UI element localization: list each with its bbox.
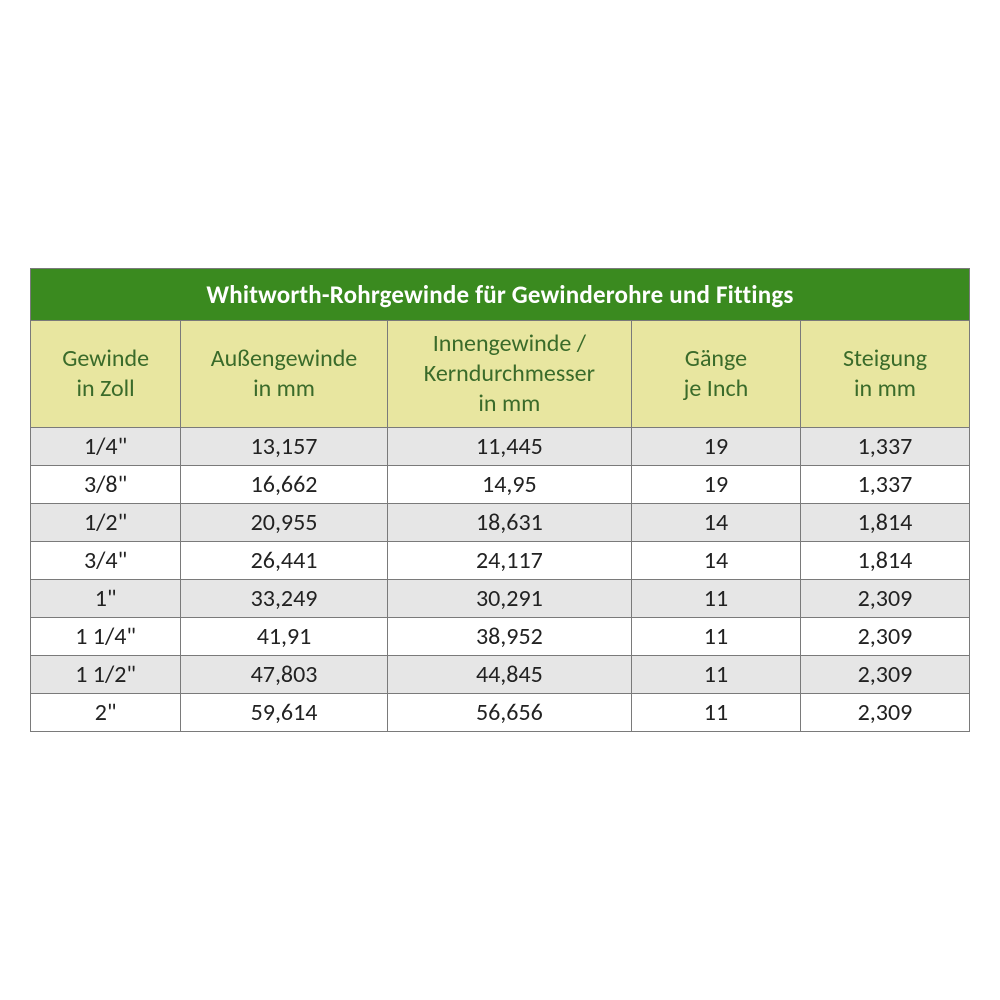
- cell: 1,337: [800, 466, 969, 504]
- cell: 1": [31, 580, 181, 618]
- col-header-text: Gänge: [685, 344, 747, 373]
- table-row: 2"59,61456,656112,309: [31, 694, 970, 732]
- cell: 2,309: [800, 618, 969, 656]
- cell: 14: [631, 504, 800, 542]
- cell: 30,291: [387, 580, 631, 618]
- cell: 13,157: [181, 428, 388, 466]
- cell: 1,337: [800, 428, 969, 466]
- cell: 11: [631, 656, 800, 694]
- col-header-aussengewinde: Außengewinde in mm: [181, 321, 388, 428]
- col-header-text: je Inch: [684, 374, 749, 403]
- cell: 56,656: [387, 694, 631, 732]
- cell: 1,814: [800, 542, 969, 580]
- cell: 47,803: [181, 656, 388, 694]
- table-title: Whitworth-Rohrgewinde für Gewinderohre u…: [31, 269, 970, 321]
- col-header-text: in mm: [253, 374, 315, 403]
- cell: 11: [631, 580, 800, 618]
- cell: 3/8": [31, 466, 181, 504]
- cell: 11,445: [387, 428, 631, 466]
- cell: 2,309: [800, 694, 969, 732]
- cell: 26,441: [181, 542, 388, 580]
- cell: 19: [631, 428, 800, 466]
- cell: 24,117: [387, 542, 631, 580]
- table-title-row: Whitworth-Rohrgewinde für Gewinderohre u…: [31, 269, 970, 321]
- cell: 2,309: [800, 580, 969, 618]
- cell: 1/4": [31, 428, 181, 466]
- whitworth-table: Whitworth-Rohrgewinde für Gewinderohre u…: [30, 268, 970, 732]
- cell: 44,845: [387, 656, 631, 694]
- col-header-steigung: Steigung in mm: [800, 321, 969, 428]
- col-header-text: in mm: [854, 374, 916, 403]
- table-row: 1 1/4"41,9138,952112,309: [31, 618, 970, 656]
- col-header-text: in Zoll: [77, 374, 135, 403]
- table-row: 1/2"20,95518,631141,814: [31, 504, 970, 542]
- col-header-text: Innengewinde /: [433, 329, 586, 358]
- cell: 1,814: [800, 504, 969, 542]
- cell: 59,614: [181, 694, 388, 732]
- cell: 14: [631, 542, 800, 580]
- table-row: 3/4"26,44124,117141,814: [31, 542, 970, 580]
- cell: 20,955: [181, 504, 388, 542]
- cell: 11: [631, 694, 800, 732]
- col-header-text: in mm: [478, 389, 540, 418]
- cell: 41,91: [181, 618, 388, 656]
- table-body: 1/4"13,15711,445191,337 3/8"16,66214,951…: [31, 428, 970, 732]
- table-row: 1"33,24930,291112,309: [31, 580, 970, 618]
- cell: 18,631: [387, 504, 631, 542]
- col-header-innengewinde: Innengewinde / Kerndurchmesser in mm: [387, 321, 631, 428]
- col-header-gewinde: Gewinde in Zoll: [31, 321, 181, 428]
- table-row: 1/4"13,15711,445191,337: [31, 428, 970, 466]
- col-header-text: Kerndurchmesser: [424, 359, 595, 388]
- table-row: 1 1/2"47,80344,845112,309: [31, 656, 970, 694]
- cell: 16,662: [181, 466, 388, 504]
- cell: 1/2": [31, 504, 181, 542]
- cell: 14,95: [387, 466, 631, 504]
- col-header-gaenge: Gänge je Inch: [631, 321, 800, 428]
- cell: 1 1/2": [31, 656, 181, 694]
- cell: 3/4": [31, 542, 181, 580]
- cell: 19: [631, 466, 800, 504]
- cell: 38,952: [387, 618, 631, 656]
- table-row: 3/8"16,66214,95191,337: [31, 466, 970, 504]
- whitworth-table-container: Whitworth-Rohrgewinde für Gewinderohre u…: [30, 268, 970, 732]
- col-header-text: Gewinde: [62, 344, 149, 373]
- cell: 11: [631, 618, 800, 656]
- col-header-text: Außengewinde: [211, 344, 357, 373]
- table-header-row: Gewinde in Zoll Außengewinde in mm Innen…: [31, 321, 970, 428]
- cell: 2": [31, 694, 181, 732]
- cell: 1 1/4": [31, 618, 181, 656]
- cell: 33,249: [181, 580, 388, 618]
- col-header-text: Steigung: [843, 344, 927, 373]
- cell: 2,309: [800, 656, 969, 694]
